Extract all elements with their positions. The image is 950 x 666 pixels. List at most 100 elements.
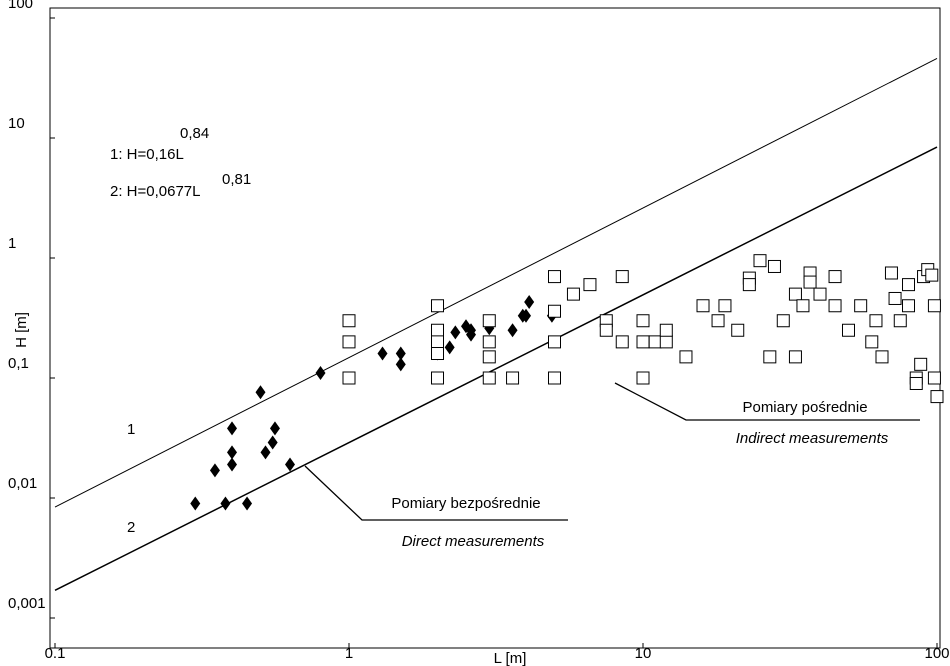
diamond-point: [521, 308, 532, 323]
diamond-point: [220, 496, 231, 511]
x-tick-label: 10: [635, 645, 652, 662]
y-tick-label: 0,001: [8, 595, 46, 612]
y-axis-label: H [m]: [13, 312, 30, 348]
square-point: [342, 371, 356, 385]
square-point: [599, 323, 613, 337]
diamond-point: [285, 457, 296, 472]
square-point: [547, 304, 561, 318]
square-point: [925, 268, 939, 282]
square-point: [902, 278, 916, 292]
diamond-point: [395, 346, 406, 361]
square-point: [796, 299, 810, 313]
leader-line: [614, 382, 920, 421]
square-point: [482, 314, 496, 328]
line-label: 1: [127, 421, 135, 438]
square-point: [893, 314, 907, 328]
diamond-point: [450, 325, 461, 340]
power-law-line: [54, 146, 938, 592]
diamond-point: [444, 340, 455, 355]
y-tick-label: 0,1: [8, 355, 29, 372]
diamond-point: [242, 496, 253, 511]
square-point: [927, 371, 941, 385]
diamond-point: [377, 346, 388, 361]
diamond-point: [190, 496, 201, 511]
y-tick-label: 0,01: [8, 475, 37, 492]
annotation: Pomiary pośrednie: [742, 399, 867, 416]
square-point: [763, 350, 777, 364]
annotation: Pomiary bezpośrednie: [391, 495, 540, 512]
square-point: [648, 335, 662, 349]
equation: 1: H=0,16L: [110, 146, 184, 163]
diamond-point: [209, 463, 220, 478]
plot-frame: [49, 7, 941, 649]
square-point: [865, 335, 879, 349]
square-point: [506, 371, 520, 385]
square-point: [841, 323, 855, 337]
y-tick-label: 1: [8, 235, 16, 252]
square-point: [566, 287, 580, 301]
square-point: [731, 323, 745, 337]
equation-exponent: 0,84: [180, 125, 209, 142]
annotation-translation: Direct measurements: [402, 533, 545, 550]
diamond-point: [507, 323, 518, 338]
square-point: [636, 314, 650, 328]
diamond-point: [269, 421, 280, 436]
diamond-point: [315, 366, 326, 381]
square-point: [615, 335, 629, 349]
square-point: [431, 347, 445, 361]
square-point: [547, 270, 561, 284]
square-point: [679, 350, 693, 364]
x-tick-label: 0.1: [45, 645, 66, 662]
equation-exponent: 0,81: [222, 171, 251, 188]
square-point: [583, 278, 597, 292]
square-point: [711, 314, 725, 328]
square-point: [659, 335, 673, 349]
square-point: [776, 314, 790, 328]
square-point: [875, 350, 889, 364]
square-point: [869, 314, 883, 328]
diamond-point: [260, 445, 271, 460]
diamond-point: [267, 435, 278, 450]
square-point: [927, 299, 941, 313]
power-law-line: [54, 58, 938, 508]
square-point: [788, 350, 802, 364]
square-point: [342, 314, 356, 328]
square-point: [828, 270, 842, 284]
line-label: 2: [127, 519, 135, 536]
diamond-point: [395, 357, 406, 372]
square-point: [659, 323, 673, 337]
equation: 2: H=0,0677L: [110, 183, 201, 200]
square-point: [909, 376, 923, 390]
x-tick-label: 1: [345, 645, 353, 662]
square-point: [753, 254, 767, 268]
square-point: [788, 287, 802, 301]
square-point: [547, 335, 561, 349]
diamond-point: [227, 445, 238, 460]
x-axis-label: L [m]: [494, 650, 527, 666]
square-point: [547, 371, 561, 385]
square-point: [696, 299, 710, 313]
square-point: [615, 270, 629, 284]
square-point: [636, 371, 650, 385]
square-point: [914, 357, 928, 371]
annotation-translation: Indirect measurements: [736, 430, 889, 447]
square-point: [888, 291, 902, 305]
y-tick-label: 10: [8, 115, 25, 132]
square-point: [431, 335, 445, 349]
diamond-point: [466, 327, 477, 342]
y-tick-label: 100: [8, 0, 33, 12]
square-point: [828, 299, 842, 313]
leader-line: [304, 465, 568, 521]
x-tick-label: 100: [924, 645, 949, 662]
diamond-point: [524, 294, 535, 309]
square-point: [482, 371, 496, 385]
square-point: [742, 278, 756, 292]
square-point: [636, 335, 650, 349]
square-point: [930, 390, 944, 404]
square-point: [718, 299, 732, 313]
square-point: [884, 266, 898, 280]
square-point: [482, 350, 496, 364]
square-point: [431, 323, 445, 337]
square-point: [803, 275, 817, 289]
